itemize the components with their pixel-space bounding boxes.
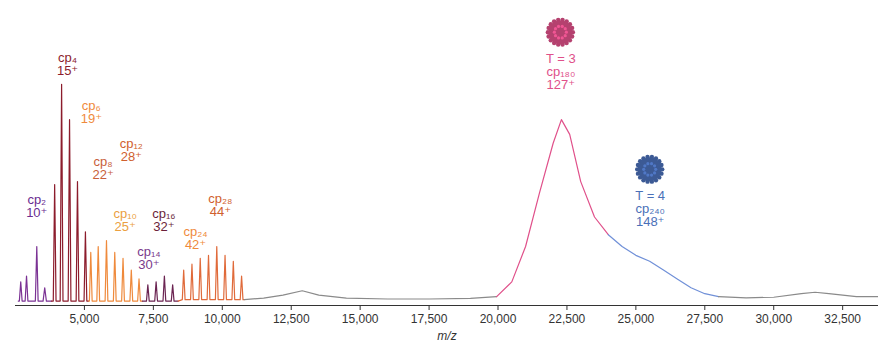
- svg-text:cp₈22⁺: cp₈22⁺: [93, 154, 114, 182]
- svg-text:32,500: 32,500: [824, 312, 861, 326]
- svg-text:17,500: 17,500: [411, 312, 448, 326]
- svg-text:T = 4cp₂₄₀148⁺: T = 4cp₂₄₀148⁺: [635, 188, 665, 229]
- svg-text:cp₁₀25⁺: cp₁₀25⁺: [113, 206, 137, 234]
- svg-text:cp₆19⁺: cp₆19⁺: [81, 98, 102, 126]
- svg-text:25,000: 25,000: [618, 312, 655, 326]
- svg-text:5,000: 5,000: [69, 312, 99, 326]
- svg-text:cp₁₄30⁺: cp₁₄30⁺: [137, 244, 160, 272]
- svg-text:12,500: 12,500: [273, 312, 310, 326]
- svg-text:cp₂₄42⁺: cp₂₄42⁺: [183, 224, 207, 252]
- svg-text:cp₁₆32⁺: cp₁₆32⁺: [152, 206, 175, 234]
- svg-text:cp₄15⁺: cp₄15⁺: [57, 50, 78, 78]
- svg-text:27,500: 27,500: [686, 312, 723, 326]
- svg-text:30,000: 30,000: [755, 312, 792, 326]
- svg-text:cp₂₈44⁺: cp₂₈44⁺: [208, 191, 232, 219]
- svg-text:T = 3cp₁₈₀127⁺: T = 3cp₁₈₀127⁺: [546, 51, 576, 92]
- svg-text:15,000: 15,000: [342, 312, 379, 326]
- svg-text:m/z: m/z: [437, 329, 456, 343]
- svg-text:20,000: 20,000: [480, 312, 517, 326]
- svg-text:22,500: 22,500: [549, 312, 586, 326]
- svg-text:10,000: 10,000: [204, 312, 241, 326]
- svg-text:cp₁₂28⁺: cp₁₂28⁺: [120, 136, 143, 164]
- svg-text:cp₂10⁺: cp₂10⁺: [26, 192, 47, 220]
- svg-text:7,500: 7,500: [138, 312, 168, 326]
